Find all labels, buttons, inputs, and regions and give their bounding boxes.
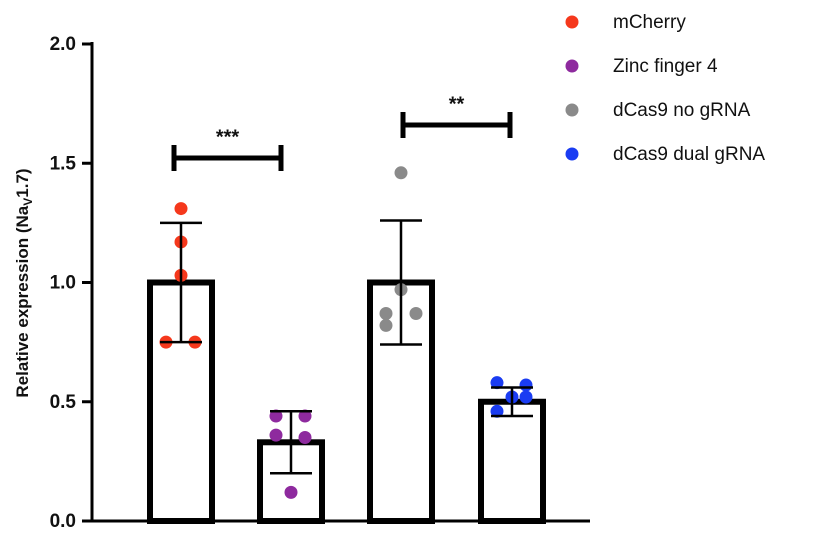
data-point bbox=[379, 307, 393, 321]
legend-label: dCas9 dual gRNA bbox=[613, 144, 765, 165]
data-point bbox=[394, 166, 408, 180]
legend-marker bbox=[565, 15, 579, 29]
y-tick-label: 2.0 bbox=[50, 34, 76, 55]
legend-label: Zinc finger 4 bbox=[613, 56, 718, 77]
y-axis-label: Relative expression (NaV1.7) bbox=[13, 168, 35, 397]
data-point bbox=[298, 431, 312, 445]
legend-marker bbox=[565, 59, 579, 73]
y-label-text: Relative expression (Na bbox=[13, 205, 32, 397]
sig-label: ** bbox=[449, 93, 465, 115]
legend-label: dCas9 no gRNA bbox=[613, 100, 751, 121]
legend-marker bbox=[565, 103, 579, 117]
sig-label: *** bbox=[216, 126, 240, 148]
data-point bbox=[519, 390, 533, 404]
y-label-subscript: V bbox=[21, 198, 35, 206]
y-tick-label: 0.5 bbox=[50, 392, 77, 413]
data-point bbox=[490, 404, 504, 418]
bar bbox=[478, 398, 546, 524]
data-point bbox=[284, 485, 298, 499]
data-point bbox=[379, 318, 393, 332]
legend-label: mCherry bbox=[613, 12, 686, 33]
y-label-suffix: 1.7) bbox=[13, 168, 32, 197]
y-tick-label: 1.0 bbox=[50, 273, 76, 294]
data-point bbox=[174, 202, 188, 216]
data-point bbox=[519, 378, 533, 392]
legend-marker bbox=[565, 147, 579, 161]
data-point bbox=[269, 409, 283, 423]
data-point bbox=[409, 307, 423, 321]
data-point bbox=[490, 376, 504, 390]
y-tick-label: 1.5 bbox=[50, 153, 77, 174]
data-point bbox=[269, 428, 283, 442]
data-point bbox=[298, 409, 312, 423]
y-tick-label: 0.0 bbox=[50, 511, 76, 532]
